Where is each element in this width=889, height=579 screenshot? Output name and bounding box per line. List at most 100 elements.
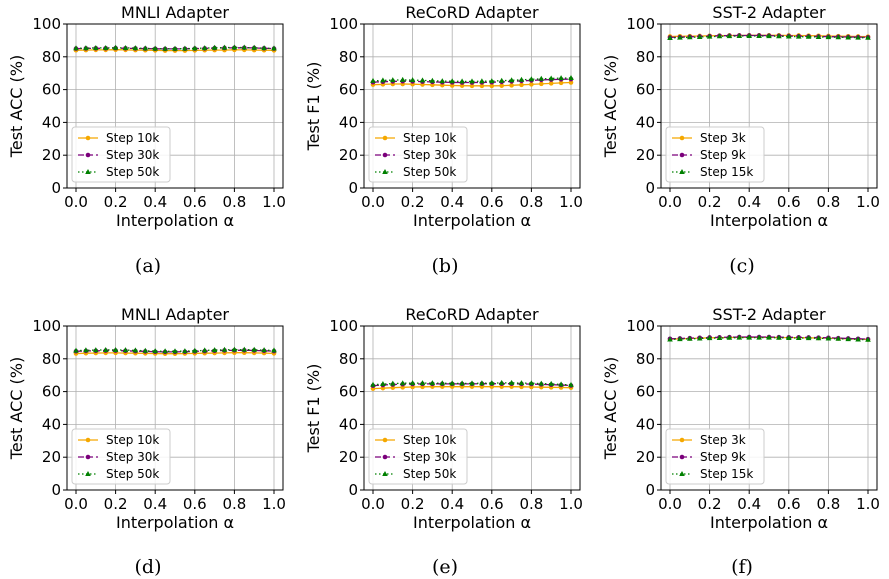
legend-label: Step 9k bbox=[700, 148, 746, 162]
legend-label: Step 30k bbox=[106, 148, 159, 162]
y-tick-label: 40 bbox=[636, 113, 655, 131]
data-point bbox=[539, 81, 544, 87]
data-point bbox=[687, 335, 693, 341]
legend-marker bbox=[85, 169, 91, 174]
legend-marker bbox=[382, 152, 388, 158]
legend-box bbox=[665, 428, 765, 485]
legend-label: Step 30k bbox=[106, 450, 159, 464]
legend-label: Step 3k bbox=[700, 433, 746, 447]
y-axis-label: Test F1 (%) bbox=[304, 62, 323, 152]
chart-panel-3: 0 20 40 60 80 100 0.0 0.2 0.4 0.6 0.8 1.0 SST-2 Adap… bbox=[601, 3, 880, 230]
data-point bbox=[548, 81, 554, 86]
legend-marker bbox=[679, 169, 685, 174]
y-tick-label: 40 bbox=[339, 113, 358, 131]
x-tick-label: 1.0 bbox=[856, 495, 880, 513]
series-line bbox=[75, 348, 275, 352]
data-point bbox=[152, 45, 158, 51]
data-point bbox=[865, 336, 871, 342]
chart-panel-6: 0 20 40 60 80 100 0.0 0.2 0.4 0.6 0.8 1.0 SST-2 Adap… bbox=[601, 305, 880, 532]
data-point bbox=[795, 33, 802, 39]
x-tick-label: 0.2 bbox=[401, 495, 425, 513]
x-tick-label: 0.0 bbox=[361, 193, 385, 211]
data-point bbox=[162, 45, 168, 51]
chart-title: MNLI Adapter bbox=[121, 305, 229, 324]
legend: Step 10k Step 30k Step 50k bbox=[368, 428, 468, 485]
data-point bbox=[439, 380, 446, 386]
data-point bbox=[241, 346, 248, 352]
y-tick-label: 40 bbox=[636, 415, 655, 433]
plot-frame bbox=[66, 23, 284, 189]
data-point bbox=[419, 77, 426, 83]
data-point bbox=[142, 45, 149, 51]
legend-marker bbox=[382, 135, 388, 141]
chart-panel-5: 0 20 40 60 80 100 0.0 0.2 0.4 0.6 0.8 1.0 ReCoRD Ada… bbox=[304, 305, 583, 532]
data-point bbox=[726, 33, 733, 39]
data-point bbox=[786, 33, 792, 39]
data-point bbox=[509, 83, 514, 88]
data-point bbox=[83, 347, 89, 353]
data-point bbox=[855, 336, 861, 342]
data-point bbox=[845, 336, 851, 342]
y-tick-label: 60 bbox=[636, 81, 655, 99]
x-tick-label: 0.2 bbox=[698, 495, 722, 513]
x-tick-label: 0.0 bbox=[658, 495, 682, 513]
data-point bbox=[855, 34, 861, 40]
data-point bbox=[528, 76, 535, 82]
data-point bbox=[518, 380, 525, 386]
y-tick-label: 100 bbox=[626, 317, 655, 335]
x-tick-label: 0.4 bbox=[440, 495, 464, 513]
data-point bbox=[498, 77, 505, 83]
data-point bbox=[429, 77, 436, 83]
data-point bbox=[667, 34, 673, 40]
chart-title: ReCoRD Adapter bbox=[405, 305, 539, 324]
x-tick-label: 0.2 bbox=[104, 193, 128, 211]
data-point bbox=[122, 347, 129, 353]
legend: Step 10k Step 30k Step 50k bbox=[71, 126, 171, 183]
legend-marker bbox=[85, 437, 91, 443]
data-point bbox=[568, 74, 574, 80]
data-point bbox=[112, 44, 119, 50]
y-tick-label: 80 bbox=[339, 48, 358, 66]
data-point bbox=[162, 348, 168, 354]
legend-label: Step 30k bbox=[403, 148, 456, 162]
legend: Step 3k Step 9k Step 15k bbox=[665, 126, 765, 183]
data-point bbox=[835, 34, 842, 40]
data-point bbox=[152, 348, 158, 354]
x-tick-label: 0.0 bbox=[64, 495, 88, 513]
data-point bbox=[558, 381, 564, 387]
legend-marker bbox=[679, 135, 685, 141]
data-point bbox=[449, 380, 455, 386]
legend-label: Step 10k bbox=[403, 131, 456, 145]
data-point bbox=[399, 380, 406, 386]
captions: (a) (b) (c) (d) (e) (f) bbox=[135, 255, 755, 578]
data-point bbox=[380, 77, 386, 83]
legend-marker bbox=[85, 471, 91, 476]
data-point bbox=[211, 347, 218, 353]
series-line bbox=[669, 336, 869, 341]
y-tick-label: 80 bbox=[636, 48, 655, 66]
data-point bbox=[172, 348, 178, 354]
y-tick-label: 80 bbox=[42, 350, 61, 368]
data-point bbox=[815, 335, 822, 341]
legend-marker bbox=[382, 454, 388, 460]
data-point bbox=[518, 76, 525, 82]
x-tick-label: 0.8 bbox=[519, 495, 543, 513]
chart-title: MNLI Adapter bbox=[121, 3, 229, 22]
data-point bbox=[696, 335, 703, 341]
chart-title: ReCoRD Adapter bbox=[405, 3, 539, 22]
legend-label: Step 10k bbox=[106, 433, 159, 447]
data-point bbox=[241, 44, 248, 50]
y-tick-label: 40 bbox=[339, 415, 358, 433]
x-axis-label: Interpolation α bbox=[710, 211, 828, 230]
legend-label: Step 10k bbox=[106, 131, 159, 145]
data-point bbox=[182, 348, 188, 354]
y-tick-label: 0 bbox=[645, 179, 655, 197]
data-point bbox=[102, 346, 109, 352]
caption-f: (f) bbox=[731, 556, 753, 578]
data-point bbox=[538, 380, 545, 386]
x-tick-label: 1.0 bbox=[856, 193, 880, 211]
data-point bbox=[192, 347, 198, 353]
caption-a: (a) bbox=[135, 255, 161, 277]
data-point bbox=[529, 82, 534, 87]
data-point bbox=[568, 80, 574, 85]
